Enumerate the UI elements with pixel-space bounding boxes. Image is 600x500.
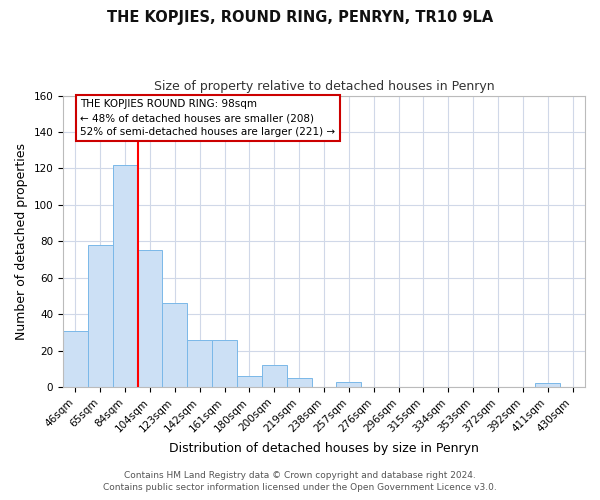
Bar	[535, 384, 560, 387]
Bar	[287, 378, 311, 387]
Bar	[337, 382, 361, 387]
Bar	[63, 330, 88, 387]
Bar	[212, 340, 237, 387]
Title: Size of property relative to detached houses in Penryn: Size of property relative to detached ho…	[154, 80, 494, 93]
Text: THE KOPJIES ROUND RING: 98sqm
← 48% of detached houses are smaller (208)
52% of : THE KOPJIES ROUND RING: 98sqm ← 48% of d…	[80, 99, 335, 137]
Bar	[137, 250, 163, 387]
Bar	[163, 304, 187, 387]
Text: Contains HM Land Registry data © Crown copyright and database right 2024.
Contai: Contains HM Land Registry data © Crown c…	[103, 471, 497, 492]
Bar	[187, 340, 212, 387]
Bar	[113, 165, 137, 387]
Text: THE KOPJIES, ROUND RING, PENRYN, TR10 9LA: THE KOPJIES, ROUND RING, PENRYN, TR10 9L…	[107, 10, 493, 25]
Bar	[262, 365, 287, 387]
X-axis label: Distribution of detached houses by size in Penryn: Distribution of detached houses by size …	[169, 442, 479, 455]
Bar	[237, 376, 262, 387]
Bar	[88, 245, 113, 387]
Y-axis label: Number of detached properties: Number of detached properties	[15, 143, 28, 340]
